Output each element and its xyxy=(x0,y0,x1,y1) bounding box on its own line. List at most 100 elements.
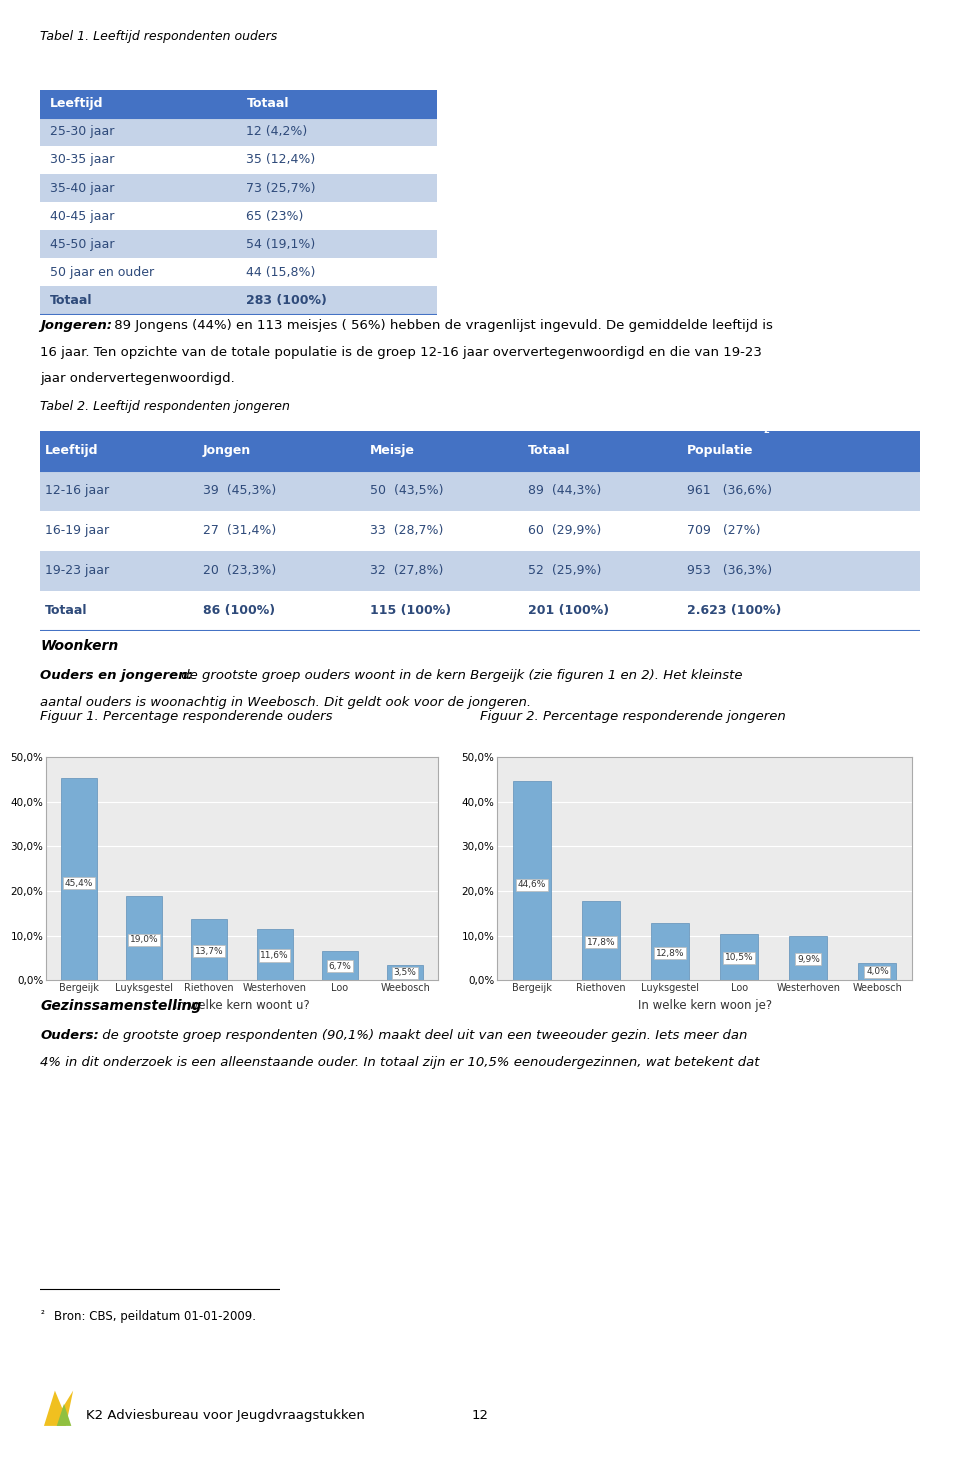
Text: 2.623 (100%): 2.623 (100%) xyxy=(686,604,781,617)
Text: 13,7%: 13,7% xyxy=(195,947,224,956)
FancyBboxPatch shape xyxy=(40,259,437,287)
Text: 50 jaar en ouder: 50 jaar en ouder xyxy=(50,266,155,279)
FancyBboxPatch shape xyxy=(40,146,437,173)
Text: 35-40 jaar: 35-40 jaar xyxy=(50,182,114,194)
Text: 9,9%: 9,9% xyxy=(797,954,820,964)
Text: 2: 2 xyxy=(763,426,769,435)
Text: Figuur 1. Percentage responderende ouders: Figuur 1. Percentage responderende ouder… xyxy=(40,710,333,723)
Text: 6,7%: 6,7% xyxy=(328,961,351,970)
Text: 54 (19,1%): 54 (19,1%) xyxy=(247,238,316,251)
Text: Totaal: Totaal xyxy=(528,444,571,457)
Text: de grootste groep respondenten (90,1%) maakt deel uit van een tweeouder gezin. I: de grootste groep respondenten (90,1%) m… xyxy=(98,1029,747,1042)
Text: 19-23 jaar: 19-23 jaar xyxy=(45,564,108,578)
Text: 40-45 jaar: 40-45 jaar xyxy=(50,210,114,222)
Text: 45-50 jaar: 45-50 jaar xyxy=(50,238,115,251)
Bar xyxy=(720,933,758,980)
Text: 73 (25,7%): 73 (25,7%) xyxy=(247,182,316,194)
Text: 65 (23%): 65 (23%) xyxy=(247,210,304,222)
Text: 12-16 jaar: 12-16 jaar xyxy=(45,484,108,497)
FancyBboxPatch shape xyxy=(40,591,920,631)
Bar xyxy=(191,919,228,980)
Text: 12 (4,2%): 12 (4,2%) xyxy=(247,125,308,138)
Text: 44 (15,8%): 44 (15,8%) xyxy=(247,266,316,279)
X-axis label: In welke kern woon je?: In welke kern woon je? xyxy=(637,998,772,1011)
FancyBboxPatch shape xyxy=(40,470,920,510)
Text: 709   (27%): 709 (27%) xyxy=(686,525,760,537)
Bar xyxy=(513,781,551,980)
Text: Bron: CBS, peildatum 01-01-2009.: Bron: CBS, peildatum 01-01-2009. xyxy=(54,1310,255,1323)
Bar xyxy=(322,951,358,980)
Text: Figuur 2. Percentage responderende jongeren: Figuur 2. Percentage responderende jonge… xyxy=(480,710,785,723)
Text: 19,0%: 19,0% xyxy=(130,935,158,944)
Bar xyxy=(858,963,897,980)
FancyBboxPatch shape xyxy=(40,287,437,315)
Text: Totaal: Totaal xyxy=(50,294,93,307)
Text: Leeftijd: Leeftijd xyxy=(50,97,104,110)
Text: 4,0%: 4,0% xyxy=(866,967,889,976)
Text: aantal ouders is woonachtig in Weebosch. Dit geldt ook voor de jongeren.: aantal ouders is woonachtig in Weebosch.… xyxy=(40,695,532,709)
Bar xyxy=(582,901,620,980)
Text: jaar ondervertegenwoordigd.: jaar ondervertegenwoordigd. xyxy=(40,372,235,385)
Text: K2 Adviesbureau voor Jeugdvraagstukken: K2 Adviesbureau voor Jeugdvraagstukken xyxy=(86,1410,365,1421)
FancyBboxPatch shape xyxy=(40,510,920,551)
Bar xyxy=(387,964,423,980)
Text: Meisje: Meisje xyxy=(370,444,415,457)
Text: Populatie: Populatie xyxy=(686,444,754,457)
Text: Totaal: Totaal xyxy=(45,604,87,617)
FancyBboxPatch shape xyxy=(40,90,437,118)
Text: 4% in dit onderzoek is een alleenstaande ouder. In totaal zijn er 10,5% eenouder: 4% in dit onderzoek is een alleenstaande… xyxy=(40,1055,759,1069)
Bar xyxy=(60,778,97,980)
Text: 50  (43,5%): 50 (43,5%) xyxy=(370,484,444,497)
Text: Leeftijd: Leeftijd xyxy=(45,444,98,457)
FancyBboxPatch shape xyxy=(40,203,437,231)
Text: 953   (36,3%): 953 (36,3%) xyxy=(686,564,772,578)
X-axis label: In welke kern woont u?: In welke kern woont u? xyxy=(174,998,310,1011)
Text: 86 (100%): 86 (100%) xyxy=(203,604,276,617)
Text: Ouders:: Ouders: xyxy=(40,1029,99,1042)
Text: 45,4%: 45,4% xyxy=(64,879,93,888)
Bar xyxy=(126,895,162,980)
Text: Tabel 1. Leeftijd respondenten ouders: Tabel 1. Leeftijd respondenten ouders xyxy=(40,29,277,43)
Text: Totaal: Totaal xyxy=(247,97,289,110)
Text: 30-35 jaar: 30-35 jaar xyxy=(50,153,114,166)
Text: ²: ² xyxy=(40,1310,44,1320)
Text: 283 (100%): 283 (100%) xyxy=(247,294,327,307)
Text: Woonkern: Woonkern xyxy=(40,639,119,653)
Text: 12,8%: 12,8% xyxy=(656,948,684,957)
Text: Ouders en jongeren:: Ouders en jongeren: xyxy=(40,669,193,682)
Bar xyxy=(651,923,689,980)
Polygon shape xyxy=(44,1391,73,1426)
Text: 32  (27,8%): 32 (27,8%) xyxy=(370,564,444,578)
FancyBboxPatch shape xyxy=(40,431,920,470)
Text: 39  (45,3%): 39 (45,3%) xyxy=(203,484,276,497)
Text: 3,5%: 3,5% xyxy=(394,969,417,978)
Text: 16-19 jaar: 16-19 jaar xyxy=(45,525,108,537)
Text: 35 (12,4%): 35 (12,4%) xyxy=(247,153,316,166)
Polygon shape xyxy=(57,1404,71,1426)
Text: 52  (25,9%): 52 (25,9%) xyxy=(528,564,602,578)
FancyBboxPatch shape xyxy=(40,118,437,146)
Text: Jongeren:: Jongeren: xyxy=(40,319,112,332)
Text: 27  (31,4%): 27 (31,4%) xyxy=(203,525,276,537)
Text: 60  (29,9%): 60 (29,9%) xyxy=(528,525,602,537)
Text: 33  (28,7%): 33 (28,7%) xyxy=(370,525,444,537)
Text: 89  (44,3%): 89 (44,3%) xyxy=(528,484,602,497)
Text: Jongen: Jongen xyxy=(203,444,252,457)
FancyBboxPatch shape xyxy=(40,551,920,591)
Bar xyxy=(256,929,293,980)
Bar xyxy=(789,936,828,980)
Text: 16 jaar. Ten opzichte van de totale populatie is de groep 12-16 jaar oververtege: 16 jaar. Ten opzichte van de totale popu… xyxy=(40,345,762,359)
Text: 201 (100%): 201 (100%) xyxy=(528,604,610,617)
Text: 25-30 jaar: 25-30 jaar xyxy=(50,125,114,138)
Text: 11,6%: 11,6% xyxy=(260,951,289,960)
Text: 10,5%: 10,5% xyxy=(725,954,754,963)
Text: 12: 12 xyxy=(471,1410,489,1421)
Text: 20  (23,3%): 20 (23,3%) xyxy=(203,564,276,578)
Text: Gezinssamenstelling: Gezinssamenstelling xyxy=(40,1000,202,1013)
FancyBboxPatch shape xyxy=(40,231,437,259)
Text: 115 (100%): 115 (100%) xyxy=(370,604,451,617)
FancyBboxPatch shape xyxy=(40,173,437,203)
Text: Tabel 2. Leeftijd respondenten jongeren: Tabel 2. Leeftijd respondenten jongeren xyxy=(40,400,290,413)
Text: 961   (36,6%): 961 (36,6%) xyxy=(686,484,772,497)
Text: de grootste groep ouders woont in de kern Bergeijk (zie figuren 1 en 2). Het kle: de grootste groep ouders woont in de ker… xyxy=(177,669,742,682)
